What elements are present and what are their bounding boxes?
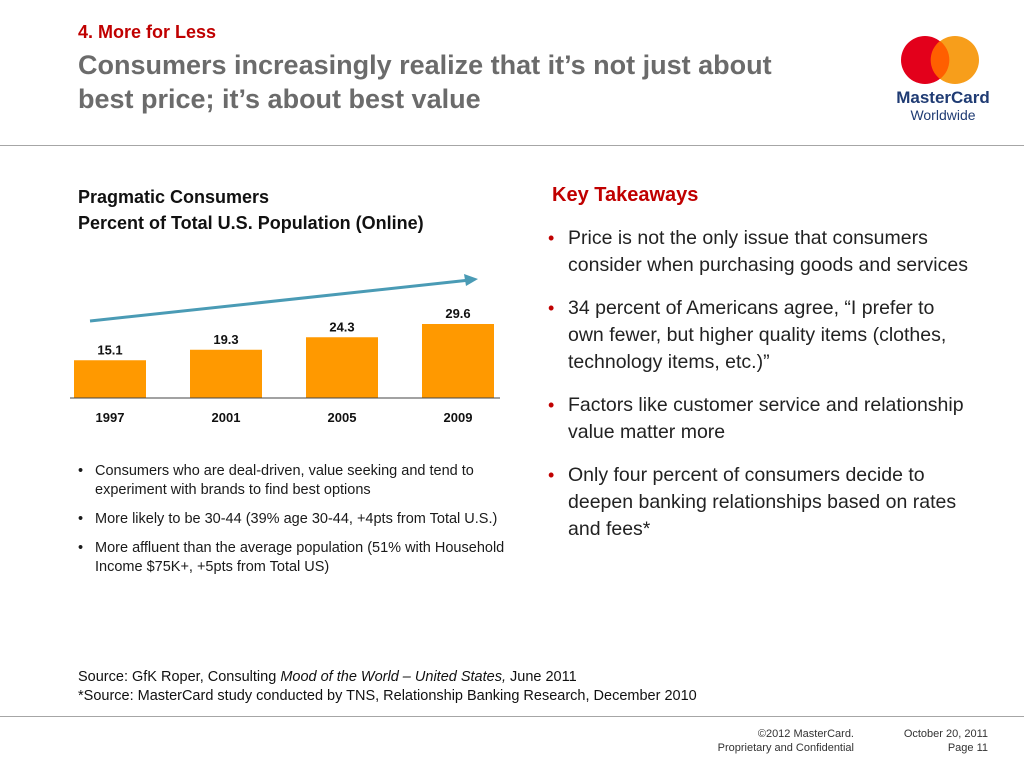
- data-label: 29.6: [445, 306, 470, 321]
- tick-label: 1997: [96, 410, 125, 425]
- logo-overlap: [930, 41, 950, 79]
- source-prefix: Source: GfK Roper, Consulting: [78, 669, 281, 685]
- data-label: 19.3: [213, 332, 238, 347]
- list-item: Only four percent of consumers decide to…: [548, 462, 968, 543]
- footer-date: October 20, 2011: [903, 728, 988, 740]
- list-item: Price is not the only issue that consume…: [548, 225, 968, 279]
- footer-page-number: Page 11: [947, 742, 988, 754]
- tick-label: 2005: [328, 410, 357, 425]
- bar: [74, 360, 146, 398]
- key-takeaways-list: Price is not the only issue that consume…: [548, 225, 968, 559]
- section-label: 4. More for Less: [78, 22, 217, 42]
- data-label: 24.3: [329, 319, 354, 334]
- bar: [190, 349, 262, 398]
- header-divider: [0, 145, 1024, 146]
- logo-brand-line1: MasterCard: [896, 88, 990, 107]
- bar: [306, 337, 378, 398]
- footer-copyright: ©2012 MasterCard.: [757, 728, 854, 740]
- chart-title: Pragmatic Consumers Percent of Total U.S…: [78, 184, 424, 236]
- logo-brand-line2: Worldwide: [910, 107, 975, 123]
- footer-legal: ©2012 MasterCard. Proprietary and Confid…: [718, 727, 854, 755]
- trend-arrow-head: [464, 274, 478, 286]
- list-item: 34 percent of Americans agree, “I prefer…: [548, 295, 968, 376]
- source-publication: Mood of the World – United States,: [280, 669, 506, 685]
- chart-title-line2: Percent of Total U.S. Population (Online…: [78, 213, 424, 233]
- list-item: Consumers who are deal-driven, value see…: [78, 462, 508, 500]
- bar: [422, 324, 494, 398]
- source-date: June 2011: [505, 669, 577, 685]
- tick-label: 2001: [212, 410, 241, 425]
- list-item: More likely to be 30-44 (39% age 30-44, …: [78, 510, 508, 529]
- slide-headline: Consumers increasingly realize that it’s…: [78, 50, 772, 114]
- source-notes: Source: GfK Roper, Consulting Mood of th…: [78, 668, 697, 706]
- footer-divider: [0, 716, 1024, 717]
- footer-meta: October 20, 2011 Page 11: [904, 727, 988, 755]
- list-item: More affluent than the average populatio…: [78, 539, 508, 577]
- trend-arrow-line: [89, 278, 471, 323]
- source-line-2: *Source: MasterCard study conducted by T…: [78, 688, 697, 704]
- chart-title-line1: Pragmatic Consumers: [78, 187, 270, 207]
- bar-chart: 15.1 1997 19.3 2001 24.3 2005 29.6 2009: [70, 274, 500, 425]
- consumer-profile-list: Consumers who are deal-driven, value see…: [78, 462, 508, 587]
- key-takeaways-title: Key Takeaways: [552, 184, 699, 206]
- footer-confidential: Proprietary and Confidential: [717, 742, 854, 754]
- mastercard-logo: MasterCard Worldwide: [896, 36, 990, 123]
- data-label: 15.1: [97, 342, 122, 357]
- source-line-1: Source: GfK Roper, Consulting Mood of th…: [78, 668, 697, 687]
- list-item: Factors like customer service and relati…: [548, 392, 968, 446]
- tick-label: 2009: [444, 410, 473, 425]
